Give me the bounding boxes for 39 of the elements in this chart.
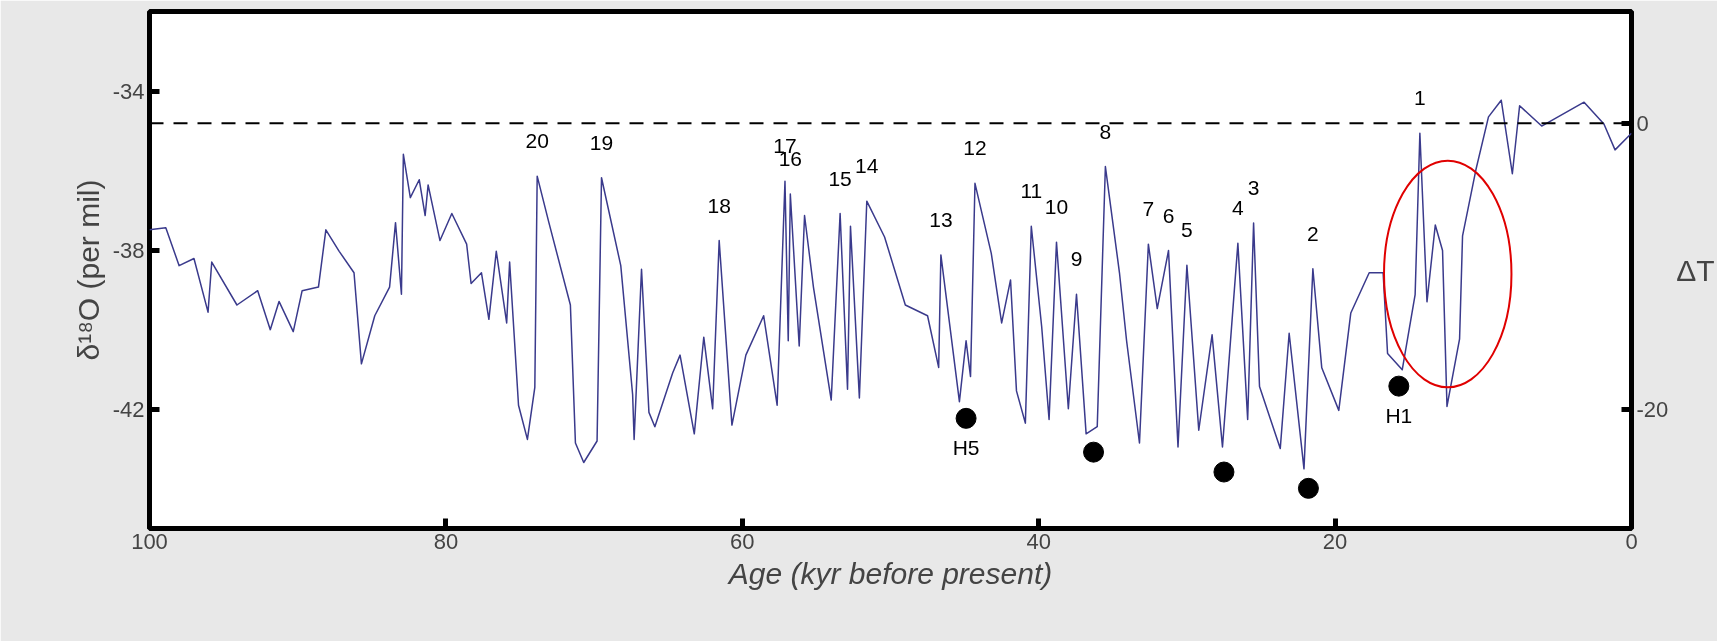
- annotation: 6: [1162, 203, 1175, 227]
- y-tick-label: -42: [112, 396, 145, 422]
- annotation: 8: [1099, 119, 1112, 143]
- annotation: 10: [1044, 195, 1069, 219]
- point: [1083, 441, 1105, 463]
- y2-axis-title: ΔT: [1676, 253, 1715, 287]
- annotation: 18: [707, 193, 731, 217]
- annotation: 19: [589, 130, 614, 154]
- point: [1297, 477, 1319, 499]
- annotation: H5: [952, 436, 980, 460]
- x-tick-label: 100: [131, 528, 168, 554]
- point: [1213, 461, 1235, 483]
- annotation: 2: [1307, 221, 1319, 245]
- x-tick-label: 60: [730, 528, 755, 554]
- point: [955, 407, 977, 429]
- y2-tick-label: 0: [1636, 110, 1649, 136]
- annotation: 5: [1181, 218, 1193, 242]
- annotation: H1: [1385, 404, 1413, 428]
- y2-tick-label: -20: [1636, 397, 1669, 423]
- x-axis-title: Age (kyr before present): [726, 556, 1053, 590]
- annotation: 1: [1414, 86, 1426, 110]
- x-tick-label: 20: [1322, 528, 1348, 554]
- annotation: 9: [1070, 247, 1083, 271]
- x-tick-label: 40: [1026, 528, 1051, 554]
- annotation: 11: [1020, 179, 1043, 203]
- annotation: 3: [1247, 176, 1260, 200]
- annotation: 4: [1232, 196, 1245, 220]
- annotation: 7: [1142, 197, 1155, 221]
- annotation: 20: [525, 129, 549, 153]
- annotation: 13: [929, 207, 953, 231]
- x-tick-label: 0: [1625, 528, 1638, 554]
- y-axis-title: δ¹⁸O (per mil): [71, 179, 105, 361]
- y-tick-label: -34: [112, 78, 145, 104]
- y-tick-label: -38: [112, 237, 145, 263]
- point: [1388, 375, 1410, 397]
- x-tick-label: 80: [433, 528, 459, 554]
- annotation: 15: [828, 166, 852, 190]
- annotation: 14: [855, 154, 879, 178]
- annotation: 12: [963, 136, 987, 160]
